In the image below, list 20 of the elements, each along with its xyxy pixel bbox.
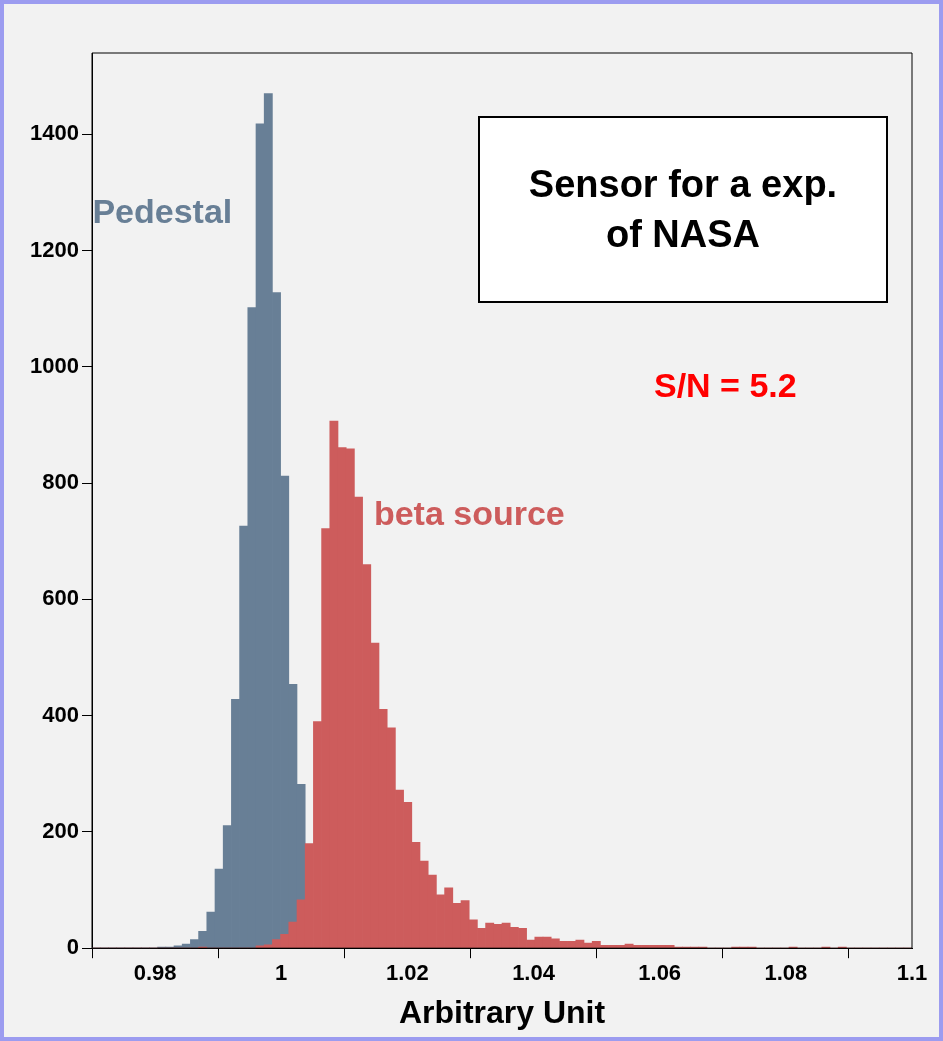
series-label: beta source (373, 494, 565, 533)
x-tick-label: 1.02 (385, 960, 429, 986)
y-tick-label: 600 (42, 585, 79, 611)
y-tick-label: 1000 (30, 352, 79, 378)
y-tick-label: 800 (42, 469, 79, 495)
x-axis-title: Arbitrary Unit (398, 993, 606, 1030)
x-tick-label: 1 (275, 960, 288, 986)
y-tick-label: 200 (42, 818, 79, 843)
x-tick-label: 1.06 (638, 960, 682, 986)
x-tick-label: 1.04 (512, 960, 556, 986)
y-tick-label: 1400 (30, 120, 79, 146)
annotation: S/N = 5.2 (654, 366, 797, 405)
y-tick-label: 0 (66, 934, 79, 960)
text-box: Sensor for a exp. of NASA (478, 116, 888, 303)
y-tick-label: 1200 (30, 236, 79, 262)
series-label: Pedestal (92, 191, 233, 230)
x-tick-label: 1.1 (896, 960, 928, 986)
x-tick-label: 0.98 (133, 960, 177, 986)
x-tick-label: 1.08 (764, 960, 808, 986)
y-tick-label: 400 (42, 701, 79, 727)
